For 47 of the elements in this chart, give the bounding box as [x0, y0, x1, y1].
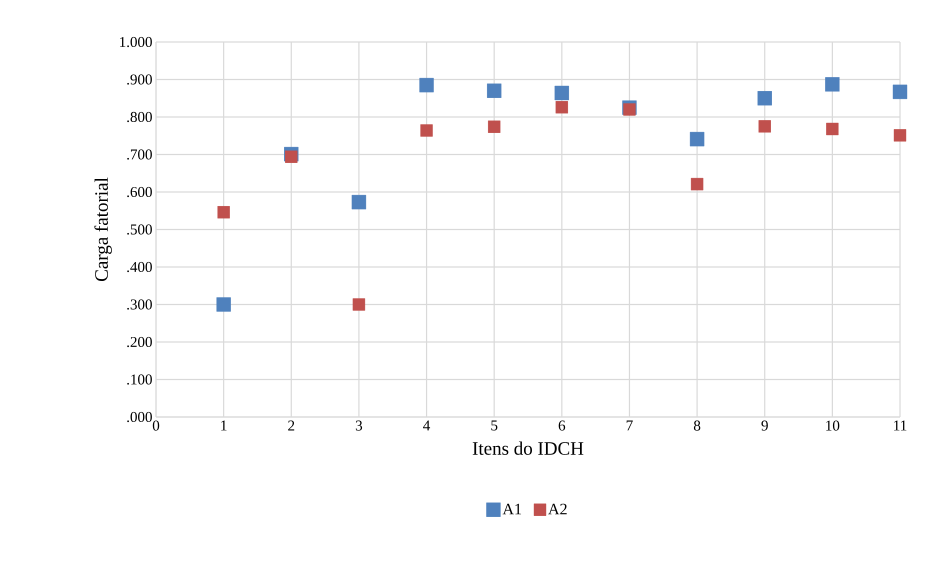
x-tick-label: 4: [423, 420, 430, 430]
y-tick-label: .500: [127, 224, 152, 235]
point: [758, 91, 772, 106]
point: [758, 120, 771, 133]
x-tick-label: 6: [558, 420, 566, 431]
point: [556, 101, 568, 114]
point: [420, 124, 433, 137]
x-tick-label: 11: [894, 420, 906, 430]
x-tick-label: 5: [491, 420, 498, 430]
y-tick-label: .200: [127, 336, 152, 348]
point: [554, 86, 570, 100]
point: [216, 297, 231, 312]
point: [217, 206, 230, 218]
point: [352, 194, 366, 210]
x-tick-label: 7: [626, 420, 633, 430]
point: [488, 120, 500, 133]
x-tick-label: 9: [761, 420, 768, 431]
y-tick-label: 1.000: [120, 36, 152, 48]
point: [419, 78, 434, 92]
point: [285, 150, 298, 163]
point: [486, 84, 502, 98]
y-tick-label: .900: [127, 74, 152, 85]
y-tick-label: .700: [127, 149, 152, 160]
y-tick-label: .400: [127, 262, 152, 272]
point: [352, 298, 366, 311]
x-axis-title: Itens do IDCH: [472, 442, 584, 455]
point: [894, 129, 906, 142]
y-tick-label: .000: [127, 412, 152, 422]
y-tick-label: .300: [127, 299, 152, 310]
x-tick-label: 3: [356, 420, 362, 431]
y-axis-title: Carga fatorial: [94, 178, 112, 282]
x-tick-label: 8: [694, 420, 700, 431]
y-tick-label: .600: [127, 186, 152, 198]
x-tick-label: 1: [221, 420, 226, 430]
x-tick-label: 2: [288, 420, 294, 430]
point: [690, 132, 704, 146]
x-tick-label: 10: [826, 420, 840, 431]
point: [826, 122, 839, 136]
point: [623, 103, 636, 116]
point: [690, 178, 704, 190]
point: [825, 77, 840, 92]
legend-label: A1: [502, 504, 522, 514]
legend-label: A2: [548, 504, 567, 514]
point: [892, 84, 908, 100]
y-tick-label: .100: [127, 374, 152, 385]
x-tick-label: 0: [152, 420, 160, 431]
y-tick-label: .800: [127, 112, 152, 122]
